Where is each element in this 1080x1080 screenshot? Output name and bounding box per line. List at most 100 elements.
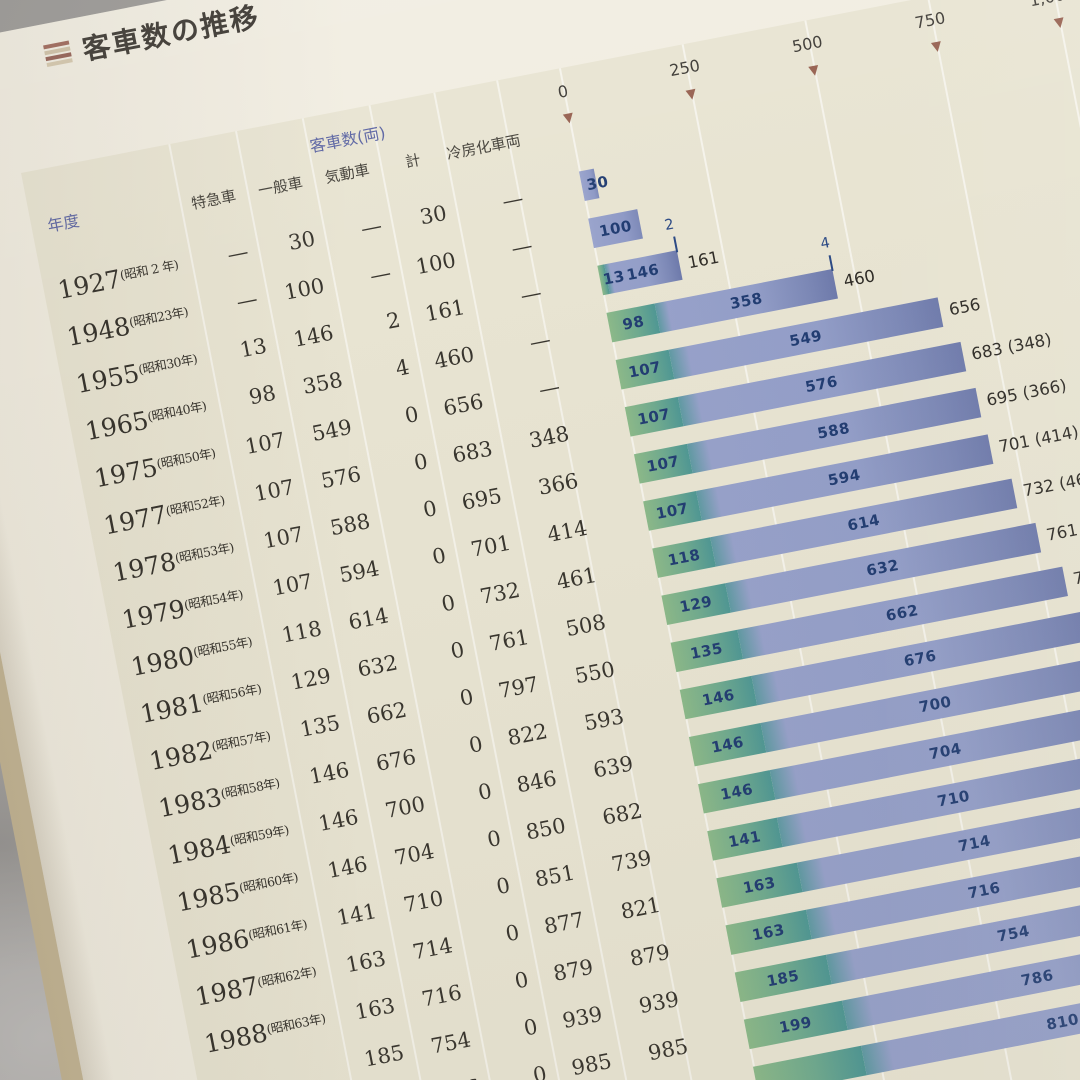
- year-label: 1977: [101, 499, 170, 541]
- bar-value-general: 716: [966, 878, 1002, 903]
- table-chart-panel: 02505007501,000 年度 客車数(両) 特急車一般車気動車計冷房化車…: [21, 0, 1080, 1080]
- bar-row: 163714877 (821): [716, 794, 1080, 908]
- bar-value-general: 30: [585, 172, 611, 195]
- axis-tick-triangle-icon: [1053, 17, 1066, 29]
- bar-row: 810: [753, 968, 1080, 1080]
- bar-value-general: 576: [803, 372, 840, 397]
- era-label: (昭和62年): [255, 963, 318, 990]
- bar-value-express: 146: [700, 685, 737, 710]
- axis-tick-triangle-icon: [685, 88, 698, 101]
- axis-tick-triangle-icon: [808, 64, 820, 77]
- year-label: 1981: [137, 688, 206, 729]
- bar-value-express: 107: [636, 404, 672, 429]
- era-label: (昭和56年): [201, 680, 263, 707]
- axis-tick-label: 0: [556, 81, 570, 102]
- bar-value-express: 129: [678, 592, 714, 617]
- bar-row: 30: [579, 168, 610, 201]
- bar-total-label: 761 (508): [1044, 511, 1080, 545]
- era-label: (昭和54年): [182, 586, 245, 613]
- era-label: (昭和40年): [146, 398, 208, 425]
- bar-total-label: 701 (414): [996, 422, 1080, 457]
- section-title-row: 客車数の推移: [41, 0, 263, 76]
- axis-tick-label: 1,000: [1028, 0, 1077, 10]
- bar-value-general: 146: [625, 260, 661, 285]
- era-label: (昭和59年): [228, 822, 290, 849]
- year-label: 1975: [92, 452, 161, 494]
- bar-row: 107 588 695 (366): [633, 376, 1068, 484]
- bar-row: 13 146 2 161: [597, 217, 721, 296]
- year-column-header: 年度: [45, 210, 81, 236]
- bar-value-general: 714: [956, 831, 993, 856]
- bar-value-general: 676: [902, 646, 938, 671]
- axis-tick-triangle-icon: [930, 41, 943, 53]
- page-title: 客車数の推移: [79, 0, 263, 67]
- bar-value-general: 614: [845, 510, 882, 535]
- era-label: (昭和23年): [127, 303, 190, 330]
- bar-value-express: 107: [626, 357, 663, 382]
- era-label: (昭和61年): [246, 916, 309, 943]
- bar-row: 146676822 (593): [679, 611, 1080, 720]
- era-label: (昭和55年): [191, 633, 254, 660]
- year-label: 1980: [128, 641, 197, 682]
- bar-row: 146704850 (682): [698, 702, 1080, 814]
- axis-tick-label: 250: [667, 55, 702, 81]
- era-label: (昭和 2 年): [118, 256, 180, 283]
- axis-tick-label: 750: [913, 8, 947, 33]
- bar-value-general: 100: [597, 216, 634, 241]
- bar-value-express: 146: [709, 732, 746, 757]
- bar-total-label: 683 (348): [969, 329, 1054, 364]
- era-label: (昭和63年): [265, 1010, 327, 1037]
- bar-value-general: 632: [864, 555, 901, 580]
- era-label: (昭和30年): [136, 351, 199, 378]
- bar-value-general: 358: [728, 289, 765, 313]
- bar-row: 185 754: [734, 882, 1080, 1002]
- year-label: 1983: [156, 782, 225, 824]
- year-label: 1987: [192, 970, 261, 1012]
- bar-value-express: 199: [777, 1012, 814, 1037]
- bar-value-express: 163: [750, 920, 787, 945]
- bar-row: 107 549 656: [615, 295, 982, 390]
- bar-value-general: 710: [935, 786, 972, 811]
- bar-value-general: 810: [1044, 1009, 1080, 1034]
- column-header: 計: [403, 150, 423, 172]
- era-label: (昭和50年): [155, 445, 217, 472]
- column-header: 気動車: [323, 160, 371, 187]
- unit-header: 客車数(両): [308, 122, 388, 157]
- year-label: 1988: [201, 1018, 270, 1059]
- bar-value-general: 549: [787, 326, 824, 351]
- bar-row: 199 786: [743, 925, 1080, 1050]
- column-header: 一般車: [256, 173, 305, 200]
- year-label: 1955: [73, 358, 142, 400]
- bar-total-label: 797 (550): [1071, 554, 1080, 589]
- bar-row: 163716879 (879): [725, 841, 1080, 955]
- year-label: 1985: [174, 876, 243, 918]
- bar-row: 141710851 (739): [707, 749, 1080, 861]
- year-label: 1986: [183, 923, 252, 965]
- bar-value-general: 700: [917, 692, 954, 717]
- bar-value-express: 146: [718, 779, 755, 804]
- bar-value-express: 141: [726, 827, 763, 852]
- bar-row: 135 662 797 (550): [670, 554, 1080, 673]
- era-label: (昭和57年): [210, 727, 272, 755]
- bar-value-express: 107: [654, 499, 691, 523]
- bar-row: 98 358 4 460: [606, 235, 877, 343]
- era-label: (昭和60年): [237, 869, 300, 896]
- era-label: (昭和53年): [173, 539, 235, 566]
- bar-value-express: 163: [741, 873, 778, 898]
- bar-row: 107 576 683 (348): [624, 330, 1053, 437]
- column-header: 特急車: [189, 186, 238, 213]
- bar-row: 118 614 732 (461): [652, 466, 1080, 578]
- bar-value-general: 588: [815, 418, 852, 443]
- year-label: 1984: [165, 829, 234, 871]
- year-cell: [209, 1066, 218, 1080]
- bar-row: 129 632 761 (508): [661, 511, 1080, 626]
- bar-value-general: 704: [927, 739, 964, 764]
- year-label: 1948: [64, 311, 133, 352]
- bar-value-general: 786: [1019, 965, 1056, 990]
- bar-total-label: 161: [686, 247, 721, 273]
- year-label: 1927: [55, 264, 124, 305]
- bar-row: 107 594 701 (414): [643, 422, 1080, 531]
- year-label: 1982: [146, 735, 215, 777]
